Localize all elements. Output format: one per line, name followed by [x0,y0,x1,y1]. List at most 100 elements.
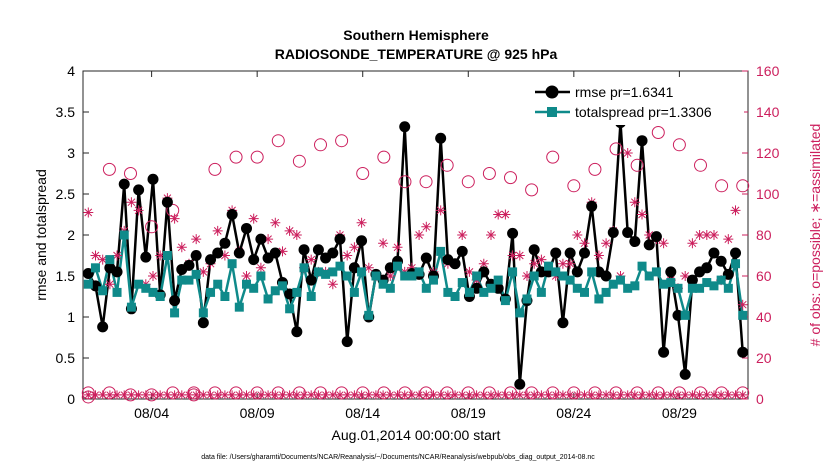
y-left-tick-label: 2.5 [56,186,76,202]
obs-assimilated-point [658,238,669,249]
obs-assimilated-point [385,271,396,281]
totalspread-point [90,263,100,273]
totalspread-point [709,281,719,291]
obs-assimilated-point [500,209,511,220]
y-right-tick-label: 100 [756,186,780,202]
totalspread-point [328,267,338,277]
totalspread-point [349,287,359,297]
obs-possible-point [672,138,686,152]
obs-assimilated-baseline-point [558,390,568,400]
obs-assimilated-point [126,197,137,208]
obs-assimilated-baseline-point [220,390,230,400]
chart-title-line2: RADIOSONDE_TEMPERATURE @ 925 hPa [275,46,558,62]
totalspread-point [536,287,546,297]
obs-assimilated-point [133,205,144,216]
obs-assimilated-point [435,205,446,216]
y-left-tick-label: 3.5 [56,104,76,120]
rmse-point [528,244,540,256]
obs-assimilated-point [97,254,108,265]
totalspread-point [608,279,618,289]
obs-assimilated-point [486,230,496,240]
obs-assimilated-point [514,250,525,261]
obs-assimilated-baseline-point [119,390,129,400]
legend: rmse pr=1.6341 totalspread pr=1.3306 [532,77,744,125]
obs-possible-point [482,167,496,180]
x-tick-label: 08/29 [662,405,697,421]
totalspread-point [335,261,345,271]
rmse-point [161,196,173,208]
rmse-point [226,209,238,220]
totalspread-point [479,287,489,297]
obs-assimilated-point [148,271,158,281]
obs-assimilated-point [529,258,540,269]
obs-assimilated-baseline-point [364,390,374,400]
obs-assimilated-baseline-point [436,390,446,400]
obs-assimilated-point [392,242,403,253]
rmse-point [665,266,677,278]
totalspread-point [126,302,136,312]
obs-assimilated-point [507,250,518,261]
totalspread-point [673,283,683,293]
totalspread-point [213,279,223,289]
rmse-point [169,295,181,307]
obs-assimilated-point [601,238,612,249]
rmse-point [507,227,519,239]
obs-assimilated-baseline-point [457,390,467,400]
obs-assimilated-baseline-point [429,390,438,400]
rmse-point [708,247,720,259]
obs-assimilated-baseline-point [651,390,661,400]
obs-assimilated-baseline-point [644,390,654,400]
obs-assimilated-baseline-point [443,390,453,400]
obs-assimilated-baseline-point [572,390,582,400]
obs-assimilated-point [284,225,295,236]
totalspread-point [206,287,216,297]
totalspread-point [738,310,748,320]
totalspread-point [702,278,712,288]
totalspread-point [637,261,647,271]
rmse-point [341,336,353,348]
obs-assimilated-baseline-point [515,390,525,400]
obs-assimilated-baseline-point [335,390,345,400]
totalspread-point [234,302,244,312]
totalspread-point [421,283,431,293]
totalspread-point [630,281,640,291]
obs-assimilated-baseline-point [184,390,194,400]
rmse-point [327,247,339,259]
rmse-point [190,250,202,261]
totalspread-point [623,283,633,293]
obs-assimilated-point [565,258,576,269]
rmse-point [183,259,195,271]
obs-possible-point [609,142,623,156]
totalspread-point [191,269,201,279]
obs-assimilated-point [572,230,583,240]
obs-assimilated-point [730,205,741,216]
obs-assimilated-point [83,207,94,218]
y-left-tick-label: 1.5 [56,268,76,284]
totalspread-point [292,287,302,297]
obs-assimilated-point [457,230,468,240]
totalspread-point [119,230,129,240]
obs-assimilated-baseline-point [587,390,597,400]
obs-assimilated-point [723,234,734,245]
obs-assimilated-baseline-point [270,390,280,400]
chart-title-line1: Southern Hemisphere [343,27,489,43]
totalspread-point [357,267,367,277]
obs-assimilated-baseline-point [479,390,489,400]
totalspread-point [378,279,388,289]
obs-possible-baseline-point [651,386,665,400]
y-axis-left-label: rmse and totalspread [33,169,49,301]
y-right-tick-label: 20 [756,350,772,366]
obs-possible-point [736,179,750,193]
obs-assimilated-baseline-point [170,390,180,400]
totalspread-point [500,296,510,306]
obs-possible-point [356,167,370,180]
obs-assimilated-baseline-point [83,390,93,400]
totalspread-point [299,263,309,273]
y-right-tick-label: 80 [756,227,772,243]
x-tick-label: 08/24 [556,405,591,421]
obs-assimilated-baseline-point [234,390,244,400]
rmse-point [550,247,562,259]
rmse-point [514,378,526,390]
y-right-tick-label: 120 [756,145,780,161]
